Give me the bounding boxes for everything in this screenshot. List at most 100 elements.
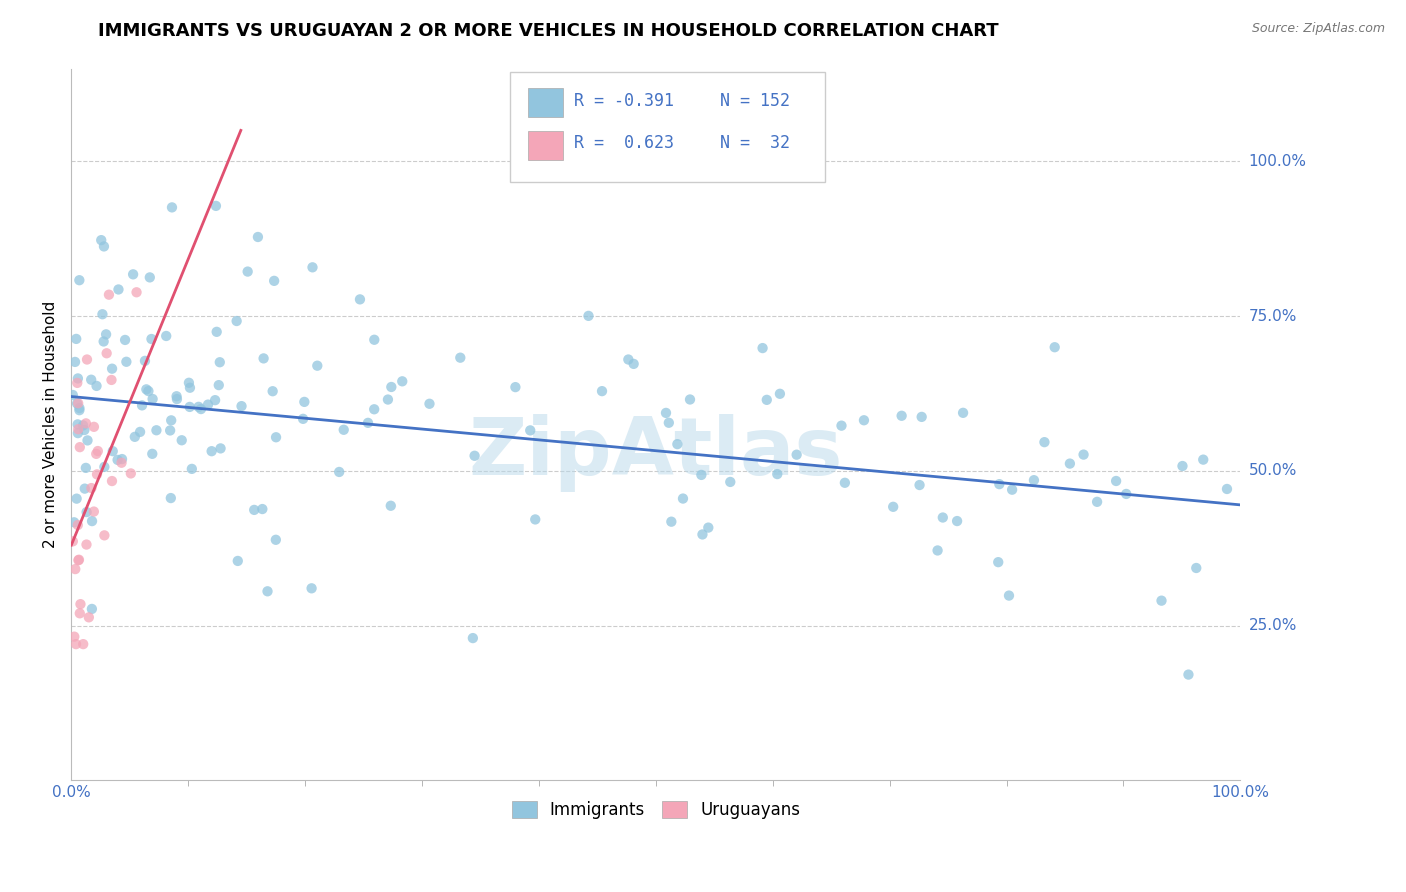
Point xyxy=(231,399,253,413)
Point xyxy=(1105,474,1128,488)
Point xyxy=(180,462,202,476)
Point xyxy=(166,389,188,403)
Point xyxy=(946,514,969,528)
Point xyxy=(666,437,689,451)
Point xyxy=(932,510,955,524)
Point xyxy=(830,418,852,433)
FancyBboxPatch shape xyxy=(529,131,564,160)
Point xyxy=(679,392,702,407)
Point xyxy=(159,491,181,505)
Point xyxy=(141,332,163,346)
Point xyxy=(908,478,931,492)
Point xyxy=(751,341,773,355)
Point xyxy=(170,434,193,448)
Point xyxy=(62,388,84,402)
Point xyxy=(1185,561,1208,575)
Point xyxy=(135,383,157,397)
Point xyxy=(988,477,1011,491)
Point xyxy=(93,239,115,253)
Point xyxy=(208,378,231,392)
Point xyxy=(1150,593,1173,607)
Legend: Immigrants, Uruguayans: Immigrants, Uruguayans xyxy=(505,794,807,825)
Point xyxy=(987,555,1010,569)
Point xyxy=(111,452,134,467)
Point xyxy=(77,610,100,624)
Point xyxy=(67,422,90,436)
Point xyxy=(1043,340,1066,354)
Point xyxy=(66,371,89,385)
Point xyxy=(911,409,934,424)
Point xyxy=(93,459,115,474)
Point xyxy=(690,467,713,482)
Point xyxy=(66,376,89,390)
Point xyxy=(73,482,96,496)
Point xyxy=(115,355,138,369)
Point xyxy=(292,412,315,426)
Point xyxy=(107,453,129,467)
Point xyxy=(201,444,224,458)
Point xyxy=(67,403,90,417)
Point xyxy=(380,380,402,394)
Point xyxy=(519,424,541,438)
Point xyxy=(66,426,89,441)
Point xyxy=(62,534,84,549)
Point xyxy=(769,386,792,401)
Point xyxy=(67,552,90,566)
Point xyxy=(107,283,129,297)
Point xyxy=(391,374,413,388)
Point xyxy=(225,314,247,328)
Point xyxy=(755,392,778,407)
Point xyxy=(120,467,142,481)
Point xyxy=(349,293,371,307)
Point xyxy=(145,423,167,437)
Point xyxy=(786,448,808,462)
Point xyxy=(66,417,89,432)
Point xyxy=(1001,483,1024,497)
Point xyxy=(377,392,399,407)
Point xyxy=(623,357,645,371)
Point xyxy=(264,430,287,444)
Point xyxy=(243,503,266,517)
Point xyxy=(927,543,949,558)
Point xyxy=(67,273,90,287)
Point xyxy=(76,537,98,551)
Point xyxy=(67,553,90,567)
Point xyxy=(96,346,118,360)
Point xyxy=(1085,495,1108,509)
Point xyxy=(301,260,323,275)
Point xyxy=(69,401,91,415)
Text: IMMIGRANTS VS URUGUAYAN 2 OR MORE VEHICLES IN HOUSEHOLD CORRELATION CHART: IMMIGRANTS VS URUGUAYAN 2 OR MORE VEHICL… xyxy=(98,22,1000,40)
Text: 25.0%: 25.0% xyxy=(1249,618,1296,633)
Point xyxy=(246,230,269,244)
Point xyxy=(125,285,148,300)
Point xyxy=(718,475,741,489)
Point xyxy=(1216,482,1239,496)
Point xyxy=(658,416,681,430)
Text: N =  32: N = 32 xyxy=(720,135,790,153)
Point xyxy=(449,351,471,365)
Point xyxy=(83,504,105,518)
Point xyxy=(262,384,284,399)
Point xyxy=(97,287,120,301)
Point xyxy=(1022,473,1045,487)
Point xyxy=(90,233,112,247)
Point xyxy=(83,420,105,434)
Point xyxy=(69,607,91,621)
Point xyxy=(134,354,156,368)
Point xyxy=(1192,452,1215,467)
Point xyxy=(197,398,219,412)
Point xyxy=(1073,448,1095,462)
Point xyxy=(160,200,183,214)
Text: N = 152: N = 152 xyxy=(720,92,790,110)
Point xyxy=(187,400,209,414)
Point xyxy=(692,527,714,541)
Text: R = -0.391: R = -0.391 xyxy=(574,92,673,110)
Point xyxy=(659,515,682,529)
Point xyxy=(591,384,613,398)
Point xyxy=(138,384,160,398)
Point xyxy=(205,199,228,213)
Point xyxy=(93,334,115,349)
Point xyxy=(66,491,89,506)
Point xyxy=(190,402,212,417)
Point xyxy=(63,630,86,644)
